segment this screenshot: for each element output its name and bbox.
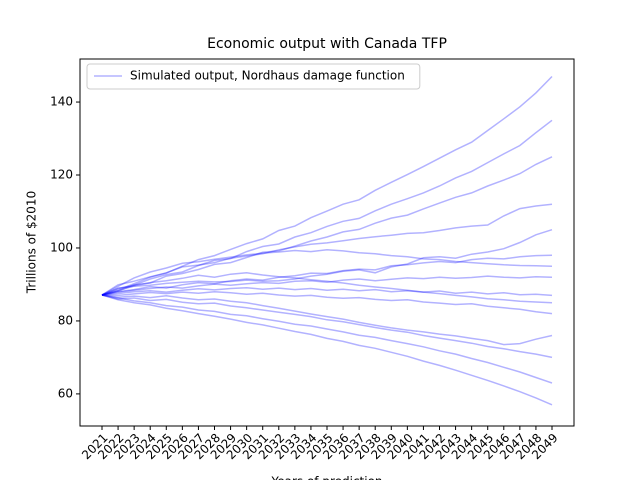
y-tick-label: 140 xyxy=(50,95,73,109)
chart-title: Economic output with Canada TFP xyxy=(207,36,447,52)
x-axis-label: Years of prediction xyxy=(270,475,382,480)
legend-box xyxy=(86,63,421,90)
simulated-line xyxy=(101,275,553,296)
legend: Simulated output, Nordhaus damage functi… xyxy=(86,63,421,90)
simulated-line xyxy=(101,294,553,359)
y-tick-label: 60 xyxy=(58,386,73,400)
simulated-line xyxy=(101,156,553,296)
y-tick-label: 80 xyxy=(58,313,73,327)
simulated-line xyxy=(101,203,553,296)
simulated-line xyxy=(101,249,553,296)
simulated-line xyxy=(101,272,553,304)
simulated-line xyxy=(101,228,553,296)
simulated-line xyxy=(101,290,553,315)
simulated-line xyxy=(101,294,553,406)
y-tick-label: 120 xyxy=(50,168,73,182)
simulated-line xyxy=(101,75,553,296)
simulated-line xyxy=(101,286,553,297)
simulated-line xyxy=(101,294,553,384)
y-tick-label: 100 xyxy=(50,240,73,254)
simulated-line xyxy=(101,119,553,296)
y-axis-label: Trillions of $2010 xyxy=(25,191,39,294)
plot-area xyxy=(101,75,553,406)
legend-label: Simulated output, Nordhaus damage functi… xyxy=(130,69,405,83)
simulated-line xyxy=(101,294,553,346)
simulated-line xyxy=(101,254,553,296)
